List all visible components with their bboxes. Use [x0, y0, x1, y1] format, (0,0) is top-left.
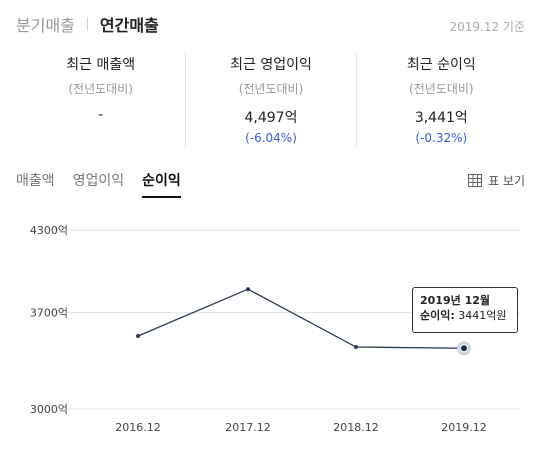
- table-icon: [468, 174, 483, 187]
- chart-metric-tabs: 매출액 영업이익 순이익: [16, 170, 199, 198]
- tooltip-label: 순이익:: [420, 309, 455, 322]
- x-tick-label: 2017.12: [225, 421, 271, 434]
- x-tick-label: 2016.12: [115, 421, 161, 434]
- table-view-button[interactable]: 표 보기: [468, 172, 525, 189]
- tab-divider: [86, 17, 88, 31]
- tab-quarterly-sales[interactable]: 분기매출: [16, 16, 75, 35]
- tab-revenue[interactable]: 매출액: [16, 173, 55, 189]
- tab-operating-profit[interactable]: 영업이익: [72, 173, 125, 189]
- summary-title: 최근 영업이익: [230, 57, 312, 73]
- data-point: [246, 287, 250, 292]
- period-tabs: 분기매출 연간매출: [16, 12, 159, 36]
- tooltip-value: 3441억원: [458, 309, 507, 322]
- net-income-line-chart: 3000억 3700억 4300억 2016.12 2017.12 2018.12 2019…: [30, 224, 520, 434]
- summary-value: -: [98, 107, 104, 123]
- chart-tooltip: 2019년 12월 순이익: 3441억원: [412, 287, 518, 333]
- summary-net-income: 최근 순이익 (전년도대비) 3,441억 (-0.32%): [355, 52, 526, 148]
- summary-panel: 최근 매출액 (전년도대비) - 최근 영업이익 (전년도대비) 4,497억 …: [16, 52, 526, 148]
- y-tick-label: 3700억: [30, 307, 68, 320]
- basis-date: 2019.12 기준: [449, 20, 525, 34]
- summary-title: 최근 매출액: [66, 57, 136, 73]
- y-tick-label: 3000억: [30, 403, 68, 416]
- x-tick-label: 2019.12: [441, 421, 487, 434]
- table-view-label: 표 보기: [488, 174, 525, 188]
- summary-change: (-0.32%): [415, 131, 468, 145]
- summary-operating-profit: 최근 영업이익 (전년도대비) 4,497억 (-6.04%): [185, 52, 355, 148]
- summary-title: 최근 순이익: [406, 57, 476, 73]
- tab-annual-sales[interactable]: 연간매출: [99, 16, 159, 35]
- series-line: [137, 288, 465, 349]
- x-tick-label: 2018.12: [333, 421, 379, 434]
- summary-subtitle: (전년도대비): [238, 82, 304, 96]
- summary-value: 4,497억: [244, 110, 298, 126]
- y-tick-label: 4300억: [30, 224, 68, 237]
- summary-value: 3,441억: [414, 110, 468, 126]
- summary-revenue: 최근 매출액 (전년도대비) -: [16, 52, 185, 148]
- tooltip-date: 2019년 12월: [420, 294, 490, 307]
- summary-subtitle: (전년도대비): [409, 82, 474, 96]
- tab-net-income[interactable]: 순이익: [142, 170, 181, 198]
- data-point: [136, 334, 140, 339]
- data-point-highlighted: [460, 344, 468, 353]
- summary-change: (-6.04%): [245, 131, 297, 145]
- summary-subtitle: (전년도대비): [68, 82, 133, 96]
- data-point: [354, 345, 358, 350]
